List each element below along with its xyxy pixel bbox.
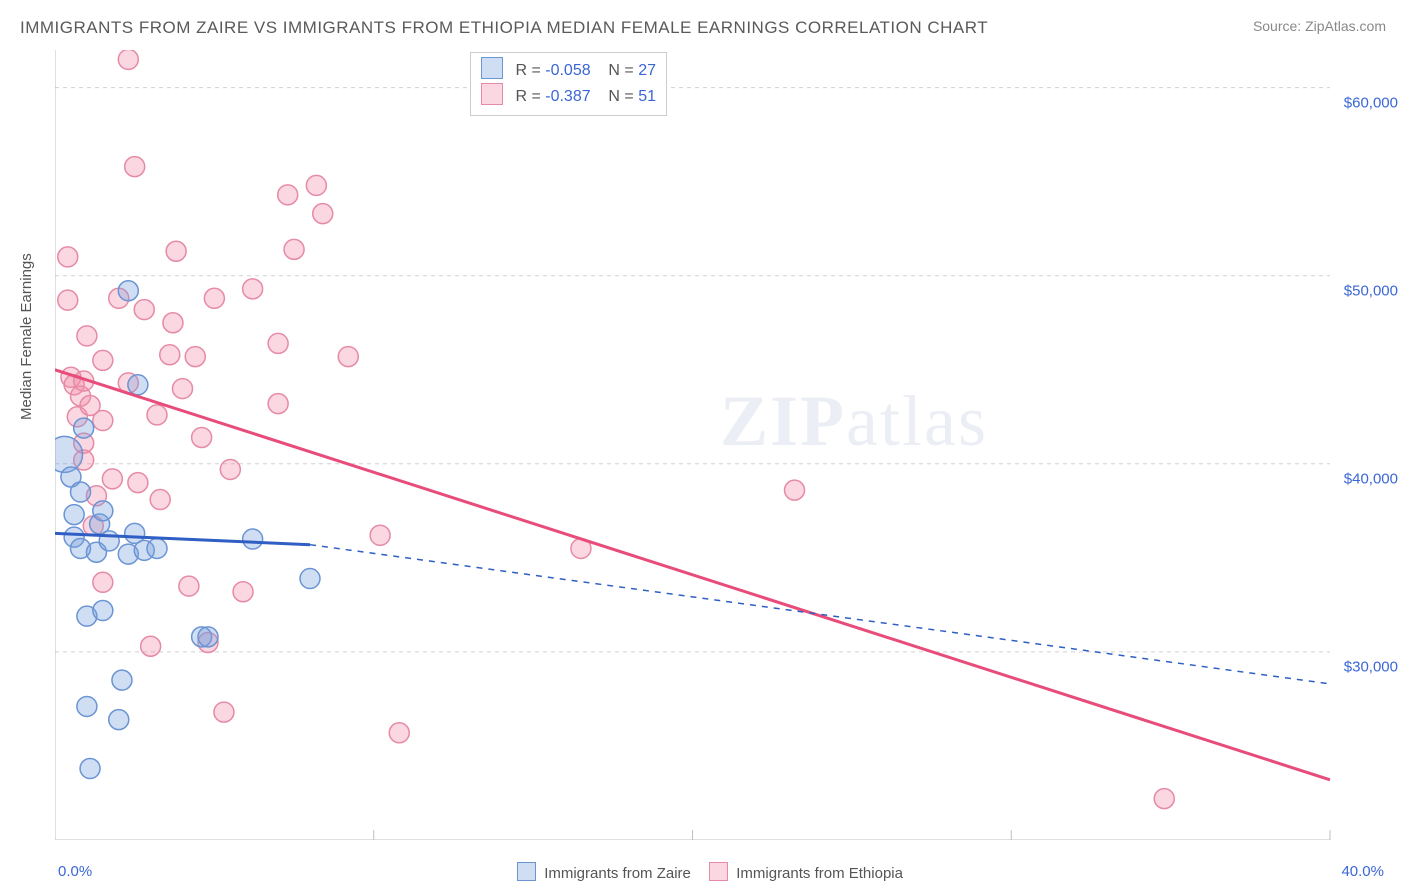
bottom-legend: Immigrants from Zaire Immigrants from Et… bbox=[0, 862, 1406, 882]
bottom-label-2: Immigrants from Ethiopia bbox=[736, 865, 903, 882]
r-value-2: -0.387 bbox=[545, 88, 590, 105]
r-value-1: -0.058 bbox=[545, 62, 590, 79]
y-tick-label: $40,000 bbox=[1344, 470, 1398, 487]
stats-legend-box: R = -0.058 N = 27 R = -0.387 N = 51 bbox=[470, 52, 667, 116]
bottom-swatch-2 bbox=[709, 862, 728, 881]
r-label: R = bbox=[515, 62, 540, 79]
bottom-swatch-1 bbox=[517, 862, 536, 881]
y-tick-label: $50,000 bbox=[1344, 282, 1398, 299]
legend-swatch-1 bbox=[481, 57, 503, 79]
source-attribution: Source: ZipAtlas.com bbox=[1253, 18, 1386, 34]
n-label: N = bbox=[608, 62, 633, 79]
n-value-1: 27 bbox=[638, 62, 656, 79]
y-tick-label: $30,000 bbox=[1344, 658, 1398, 675]
source-link[interactable]: ZipAtlas.com bbox=[1305, 18, 1386, 34]
bottom-label-1: Immigrants from Zaire bbox=[544, 865, 691, 882]
chart-svg bbox=[55, 50, 1385, 840]
stats-row-1: R = -0.058 N = 27 bbox=[481, 57, 656, 83]
y-axis-label: Median Female Earnings bbox=[18, 253, 35, 420]
y-tick-label: $60,000 bbox=[1344, 94, 1398, 111]
n-value-2: 51 bbox=[638, 88, 656, 105]
chart-title: IMMIGRANTS FROM ZAIRE VS IMMIGRANTS FROM… bbox=[20, 18, 988, 38]
r-label: R = bbox=[515, 88, 540, 105]
legend-swatch-2 bbox=[481, 83, 503, 105]
n-label: N = bbox=[608, 88, 633, 105]
stats-row-2: R = -0.387 N = 51 bbox=[481, 83, 656, 109]
source-prefix: Source: bbox=[1253, 18, 1305, 34]
chart-area bbox=[55, 50, 1385, 840]
